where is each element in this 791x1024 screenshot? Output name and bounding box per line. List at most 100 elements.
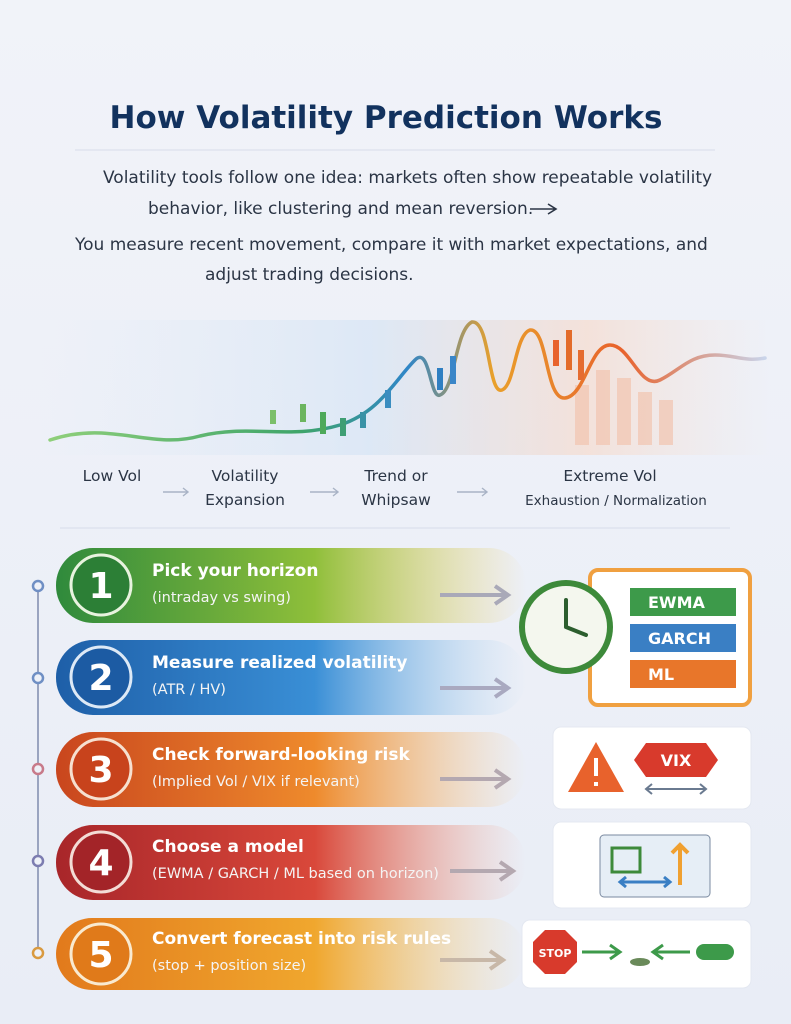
step-badge	[69, 645, 133, 709]
model-tag: GARCH	[648, 629, 711, 648]
chart-card	[552, 821, 752, 909]
timeline-dot	[31, 671, 45, 685]
model-tag: EWMA	[648, 593, 706, 612]
candle	[578, 350, 584, 380]
candles	[270, 330, 584, 436]
step-number: 3	[88, 750, 113, 791]
step-badge	[69, 830, 133, 894]
step-band	[56, 918, 526, 990]
phase-label: Low Vol	[83, 467, 142, 485]
volatility-wave	[48, 320, 767, 442]
step-badge	[69, 553, 133, 617]
step-title: Convert forecast into risk rules	[152, 929, 451, 949]
range-arrow	[644, 783, 708, 795]
step: 1 Pick your horizon (intraday vs swing)	[56, 548, 526, 623]
step-arrow	[440, 584, 512, 606]
step-band	[56, 825, 526, 900]
intro-arrow	[530, 203, 558, 215]
candle	[566, 330, 572, 370]
candle	[340, 418, 346, 436]
step: 5 Convert forecast into risk rules (stop…	[56, 918, 526, 990]
size-pill	[696, 944, 734, 960]
phase-label: Whipsaw	[361, 491, 431, 509]
step-title: Pick your horizon	[152, 561, 318, 581]
step-badge	[69, 922, 133, 986]
model-tag-bg	[630, 624, 736, 652]
candle	[300, 404, 306, 422]
candle	[320, 412, 326, 434]
chart-box	[610, 846, 642, 874]
card	[521, 919, 752, 989]
step-number: 2	[88, 658, 113, 699]
step: 2 Measure realized volatility (ATR / HV)	[56, 640, 526, 715]
width-arrow	[617, 875, 673, 889]
step-band	[56, 548, 526, 623]
clock-hands	[564, 598, 588, 637]
background-bars	[575, 370, 673, 445]
timeline-dot	[31, 579, 45, 593]
coin-stack	[630, 958, 650, 966]
intro-line: behavior, like clustering and mean rever…	[148, 199, 533, 219]
risk-card: VIX	[552, 726, 752, 810]
intro-line: You measure recent movement, compare it …	[74, 235, 708, 255]
candle	[437, 368, 443, 390]
timeline-dot	[31, 854, 45, 868]
bg-bar	[638, 392, 652, 445]
bg-bar	[575, 385, 589, 445]
step-subtitle: (stop + position size)	[152, 958, 306, 974]
vix-badge	[634, 743, 718, 777]
candle	[270, 410, 276, 424]
step-number: 4	[88, 843, 113, 884]
phase-arrow	[457, 487, 489, 497]
step-title: Measure realized volatility	[152, 653, 407, 673]
chart-sheet	[599, 834, 711, 898]
title: How Volatility Prediction Works	[110, 100, 663, 136]
step-band	[56, 732, 526, 807]
step-arrow	[440, 677, 512, 699]
phase-arrow	[163, 487, 190, 497]
stop-card: STOP	[521, 919, 752, 989]
step-arrow	[440, 949, 507, 971]
step-subtitle: (intraday vs swing)	[152, 590, 291, 606]
step-band	[56, 640, 526, 715]
phase-label: Trend or	[363, 467, 428, 485]
model-tag: ML	[648, 665, 674, 684]
model-tag-bg	[630, 588, 736, 616]
step-subtitle: (Implied Vol / VIX if relevant)	[152, 774, 360, 790]
step-number: 5	[88, 935, 113, 976]
models-card: EWMA GARCH ML	[519, 568, 752, 707]
phase-label: Volatility	[212, 467, 279, 485]
vix-label: VIX	[661, 751, 692, 770]
step-arrow	[450, 860, 517, 882]
bg-bar	[659, 400, 673, 445]
candle	[450, 356, 456, 384]
timeline-dot	[31, 762, 45, 776]
candle	[385, 390, 391, 408]
timeline-dots	[31, 579, 45, 960]
step-subtitle: (ATR / HV)	[152, 682, 226, 698]
stop-sign	[533, 930, 577, 974]
step-badge	[69, 737, 133, 801]
intro-line: Volatility tools follow one idea: market…	[103, 168, 712, 188]
bg-bar	[617, 378, 631, 445]
phase-label: Expansion	[205, 491, 285, 509]
step-title: Check forward-looking risk	[152, 745, 410, 765]
step-arrow	[440, 768, 512, 790]
bg-bar	[596, 370, 610, 445]
phase-label: Extreme Vol	[563, 467, 656, 485]
phase-arrows	[163, 487, 489, 497]
step: 4 Choose a model (EWMA / GARCH / ML base…	[56, 825, 526, 900]
intro-line: adjust trading decisions.	[205, 265, 414, 285]
step-title: Choose a model	[152, 837, 304, 857]
up-arrow	[670, 842, 690, 885]
flow-arrow	[650, 943, 690, 961]
stop-label: STOP	[539, 947, 572, 960]
phase-sublabel: Exhaustion / Normalization	[525, 493, 707, 509]
candle	[553, 340, 559, 366]
candle	[360, 412, 366, 428]
step-number: 1	[88, 566, 113, 607]
step: 3 Check forward-looking risk (Implied Vo…	[56, 732, 526, 807]
